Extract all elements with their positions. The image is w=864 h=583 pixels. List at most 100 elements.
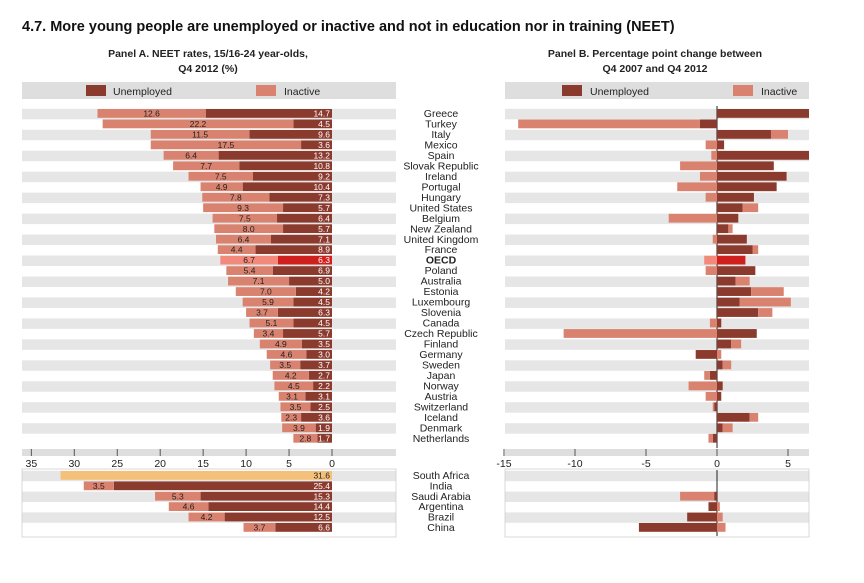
panel-a-bar-unemployed-greece xyxy=(205,109,332,118)
panel-a-stripe xyxy=(22,402,396,413)
category-label-hungary: Hungary xyxy=(421,192,461,204)
panel-b-lower-bar-inactive-brazil xyxy=(717,512,723,522)
panel-b-bar-inactive-czech-republic xyxy=(563,329,717,338)
panel-b-bar-inactive-france xyxy=(752,245,759,255)
panel-a-value-unemployed-finland: 3.5 xyxy=(318,339,330,349)
panel-a-bar-unemployed-united-states xyxy=(283,203,332,213)
panel-a-bar-unemployed-slovak-republic xyxy=(239,161,332,171)
panel-a-value-unemployed-italy: 9.6 xyxy=(318,129,330,139)
panel-a-lower-bar-inactive-argentina xyxy=(168,502,209,511)
panel-b-bar-inactive-slovenia xyxy=(758,308,773,317)
panel-b-bar-inactive-sweden xyxy=(722,360,732,370)
panel-a-bar-inactive-oecd xyxy=(220,255,278,265)
panel-a-bar-unemployed-czech-republic xyxy=(283,329,332,338)
panel-b-bar-unemployed-sweden xyxy=(717,360,723,370)
category-label-sweden: Sweden xyxy=(422,360,460,372)
panel-a-value-unemployed-france: 8.9 xyxy=(318,245,330,255)
panel-a-bar-unemployed-italy xyxy=(249,129,332,139)
panel-b-bar-unemployed-hungary xyxy=(717,192,754,202)
panel-a-value-inactive-turkey: 22.2 xyxy=(190,119,207,129)
panel-a-lower-bar-total-south-africa xyxy=(60,471,332,480)
panel-a-bar-inactive-united-states xyxy=(203,203,284,213)
panel-b-lower-bar-unemployed-brazil xyxy=(687,512,717,522)
panel-b-bar-unemployed-mexico xyxy=(717,140,725,150)
panel-a-bar-unemployed-new-zealand xyxy=(283,224,332,234)
panel-a-stripe xyxy=(22,360,396,371)
panel-a-bar-unemployed-slovenia xyxy=(277,308,332,317)
panel-b-stripe xyxy=(505,192,809,204)
panel-a-value-unemployed-iceland: 3.6 xyxy=(318,412,330,422)
panel-b-stripe xyxy=(505,108,809,120)
panel-b-bar-unemployed-united-kingdom xyxy=(717,234,747,244)
panel-a-bar-inactive-spain xyxy=(163,150,219,160)
panel-a-bar-inactive-italy xyxy=(150,129,250,139)
panel-a-bar-unemployed-belgium xyxy=(277,213,332,223)
panel-a-value-unemployed-slovenia: 6.3 xyxy=(318,308,330,318)
panel-a-bar-inactive-belgium xyxy=(212,213,278,223)
panel-b-axis-band xyxy=(505,449,809,456)
panel-a-bar-inactive-norway xyxy=(274,381,314,391)
category-label-netherlands: Netherlands xyxy=(413,433,470,445)
panel-a-value-inactive-germany: 4.6 xyxy=(281,350,293,360)
panel-a-lower-frame xyxy=(21,468,397,538)
panel-b-bar-inactive-denmark xyxy=(722,423,733,433)
category-label-mexico: Mexico xyxy=(424,139,457,151)
panel-a-bar-inactive-slovak-republic xyxy=(173,161,240,171)
panel-a-lower-bar-inactive-china xyxy=(243,523,276,532)
panel-b-tick-label: -5 xyxy=(641,458,650,470)
panel-a-value-inactive-sweden: 3.5 xyxy=(279,360,291,370)
panel-a-bar-unemployed-denmark xyxy=(315,423,332,433)
panel-b-legend-unemployed-swatch xyxy=(562,85,582,96)
panel-b-legend-inactive-label: Inactive xyxy=(761,86,797,98)
panel-a-stripe xyxy=(22,213,396,225)
panel-a-bar-inactive-new-zealand xyxy=(214,224,284,234)
panel-a-tick-label: 15 xyxy=(197,458,209,470)
category-label-saudi-arabia: Saudi Arabia xyxy=(411,491,471,503)
panel-a-bar-inactive-austria xyxy=(278,391,306,401)
panel-a-bar-inactive-poland xyxy=(226,266,273,275)
panel-a-value-inactive-czech-republic: 3.4 xyxy=(263,329,275,339)
panel-b-bar-inactive-italy xyxy=(770,129,788,139)
panel-a-value-unemployed-germany: 3.0 xyxy=(318,350,330,360)
panel-a-bar-unemployed-ireland xyxy=(252,171,332,181)
panel-a-value-inactive-poland: 5.4 xyxy=(244,266,256,276)
panel-a-bar-inactive-united-kingdom xyxy=(216,234,272,244)
panel-b-stripe xyxy=(505,402,809,413)
panel-b-bar-unemployed-portugal xyxy=(717,182,777,192)
panel-b-bar-inactive-hungary xyxy=(705,192,717,202)
panel-b-tick-label: -10 xyxy=(567,458,582,470)
panel-a-value-unemployed-greece: 14.7 xyxy=(313,109,330,119)
panel-a-value-unemployed-oecd: 6.3 xyxy=(318,255,330,265)
category-label-switzerland: Switzerland xyxy=(414,401,468,413)
panel-a-value-inactive-spain: 6.4 xyxy=(185,150,197,160)
panel-a-bar-inactive-ireland xyxy=(188,171,253,181)
panel-a-bar-unemployed-sweden xyxy=(300,360,332,370)
panel-b-stripe xyxy=(505,360,809,371)
panel-a-title-line1: Panel A. NEET rates, 15/16-24 year-olds, xyxy=(108,48,308,60)
panel-a-legend-box xyxy=(22,82,396,99)
category-label-japan: Japan xyxy=(427,370,456,382)
panel-a-lower-bar-unemployed-saudi-arabia xyxy=(200,491,332,501)
panel-b-bar-unemployed-iceland xyxy=(717,412,750,422)
panel-b-bar-inactive-netherlands xyxy=(708,433,713,443)
panel-b-lower-stripe xyxy=(505,512,809,523)
category-label-brazil: Brazil xyxy=(428,512,454,524)
panel-a-bar-inactive-germany xyxy=(266,350,307,359)
panel-b-stripe xyxy=(505,297,809,308)
panel-b-bar-unemployed-turkey xyxy=(699,119,717,129)
panel-a-value-unemployed-slovak-republic: 10.8 xyxy=(313,161,330,171)
panel-a-value-unemployed-netherlands: 1.7 xyxy=(318,433,330,443)
panel-b-lower-bar-unemployed-argentina xyxy=(708,502,717,511)
panel-a-value-unemployed-canada: 4.5 xyxy=(318,318,330,328)
category-label-australia: Australia xyxy=(421,276,462,288)
panel-b-lower-bar-unemployed-china xyxy=(638,523,717,532)
panel-b-legend-unemployed-label: Unemployed xyxy=(590,86,649,98)
panel-b-bar-unemployed-finland xyxy=(717,339,732,349)
panel-a-bar-unemployed-poland xyxy=(272,266,332,275)
panel-a-value-inactive-france: 4.4 xyxy=(231,245,243,255)
category-label-united-kingdom: United Kingdom xyxy=(404,234,479,246)
panel-b-tick-label: 0 xyxy=(714,458,720,470)
category-label-new-zealand: New Zealand xyxy=(410,223,472,235)
panel-a-value-inactive-united-states: 9.3 xyxy=(237,203,249,213)
